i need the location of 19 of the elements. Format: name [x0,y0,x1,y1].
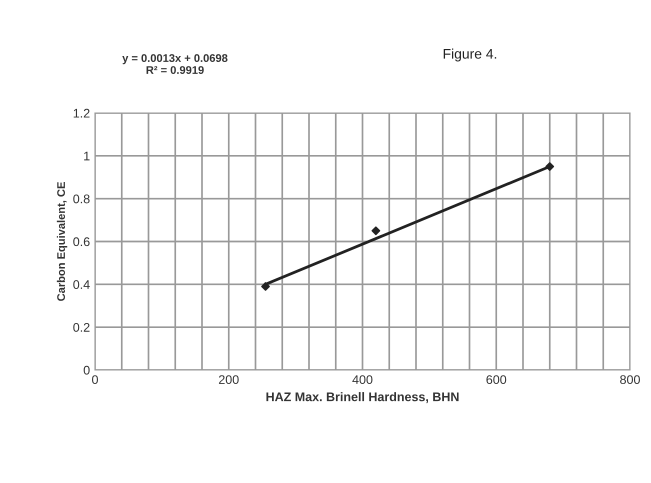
y-axis-title: Carbon Equivalent, CE [56,182,68,301]
x-tick-label: 800 [620,375,640,384]
y-tick-label: 0.8 [73,194,90,204]
y-tick-label: 0.6 [73,237,90,246]
point [545,162,554,171]
x-tick-label: 400 [352,375,372,384]
y-tick-label: 0 [84,366,90,375]
point [261,282,270,291]
text: y = 0.0013x + 0.0698 R² = 0.9919 [122,54,228,74]
x-tick-label: 600 [486,375,506,384]
y-tick-label: 1 [84,152,90,160]
point [372,226,380,236]
x-tick-label: 0 [92,375,98,384]
x-tick-label: 200 [218,375,239,384]
y-tick-label: 1.2 [74,108,90,118]
x-axis-title: HAZ Max. Brinell Hardness, BHN [266,392,459,404]
y-tick-label: 0.4 [73,280,90,289]
chart-title: Figure 4. [444,48,496,62]
y-tick-label: 0.2 [73,322,90,332]
